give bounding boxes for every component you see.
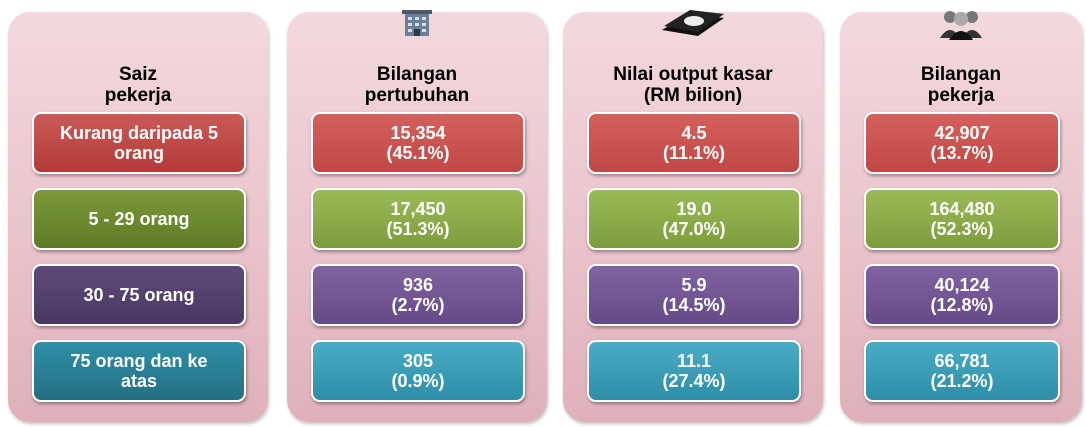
cell-text: (51.3%) (386, 219, 450, 239)
money-icon (662, 10, 724, 36)
header-line: Saiz (118, 64, 158, 85)
column-panel: Saiz pekerja Kurang daripada 5 orang 5 - 29 … (8, 12, 268, 422)
cell-text: (2.7%) (391, 295, 445, 315)
column-panel: Bilangan pekerja 42,907 (13.7%) 164,480 (52.3… (840, 11, 1082, 422)
data-cell: Kurang daripada 5 orang (32, 112, 246, 174)
data-cell: 40,124 (12.8%) (864, 264, 1060, 326)
data-cell: 30 - 75 orang (32, 264, 246, 326)
header-line: Bilangan (920, 64, 1002, 85)
cell-text: 11.1 (676, 351, 712, 371)
cell-text: (52.3%) (930, 219, 994, 239)
column-header: Bilangan pertubuhan (287, 64, 547, 106)
cell-text: 5 - 29 orang (88, 209, 190, 229)
cell-text: 164,480 (929, 199, 995, 219)
cell-text: 40,124 (934, 275, 990, 295)
data-cell: 15,354 (45.1%) (311, 112, 525, 174)
building-icon (402, 10, 432, 36)
cell-text: 5.9 (681, 275, 707, 295)
data-cell: 19.0 (47.0%) (587, 188, 801, 250)
column-header: Saiz pekerja (8, 64, 268, 106)
column-header: Nilai output kasar (RM bilion) (563, 64, 823, 106)
cell-text: 75 orang dan ke (70, 351, 208, 371)
data-cell: 75 orang dan ke atas (32, 340, 246, 402)
cell-text: 4.5 (681, 123, 707, 143)
cell-text: (0.9%) (391, 371, 445, 391)
data-cell: 936 (2.7%) (311, 264, 525, 326)
data-cell: 17,450 (51.3%) (311, 188, 525, 250)
header-line: pekerja (104, 85, 172, 106)
cell-text: (47.0%) (662, 219, 726, 239)
cell-text: (11.1%) (662, 143, 726, 163)
cell-text: (21.2%) (930, 371, 994, 391)
data-cell: 305 (0.9%) (311, 340, 525, 402)
header-line: pertubuhan (364, 85, 470, 106)
cell-text: 305 (402, 351, 434, 371)
people-icon (940, 11, 982, 40)
cell-text: 19.0 (676, 199, 712, 219)
data-cell: 66,781 (21.2%) (864, 340, 1060, 402)
cell-text: atas (120, 371, 158, 391)
header-line: pekerja (927, 85, 995, 106)
column-panel: Bilangan pertubuhan 15,354 (45.1%) 17,450 (51… (287, 10, 547, 422)
cell-text: (13.7%) (930, 143, 994, 163)
cell-text: (14.5%) (662, 295, 726, 315)
cell-text: 17,450 (390, 199, 446, 219)
column-header: Bilangan pekerja (840, 64, 1082, 106)
header-line: Nilai output kasar (613, 64, 773, 85)
cell-text: 936 (402, 275, 434, 295)
data-cell: 164,480 (52.3%) (864, 188, 1060, 250)
header-line: Bilangan (376, 64, 458, 85)
data-cell: 5 - 29 orang (32, 188, 246, 250)
cell-text: orang (113, 143, 164, 163)
cell-text: Kurang daripada 5 (59, 123, 219, 143)
cell-text: 42,907 (934, 123, 990, 143)
cell-text: 15,354 (390, 123, 446, 143)
cell-text: (45.1%) (386, 143, 450, 163)
cell-text: 30 - 75 orang (83, 285, 195, 305)
data-cell: 5.9 (14.5%) (587, 264, 801, 326)
header-line: (RM bilion) (643, 85, 743, 106)
cell-text: 66,781 (934, 351, 990, 371)
data-cell: 42,907 (13.7%) (864, 112, 1060, 174)
cell-text: (27.4%) (662, 371, 726, 391)
data-cell: 11.1 (27.4%) (587, 340, 801, 402)
column-panel: Nilai output kasar (RM bilion) 4.5 (11.1%) 1… (563, 10, 823, 422)
cell-text: (12.8%) (930, 295, 994, 315)
data-cell: 4.5 (11.1%) (587, 112, 801, 174)
